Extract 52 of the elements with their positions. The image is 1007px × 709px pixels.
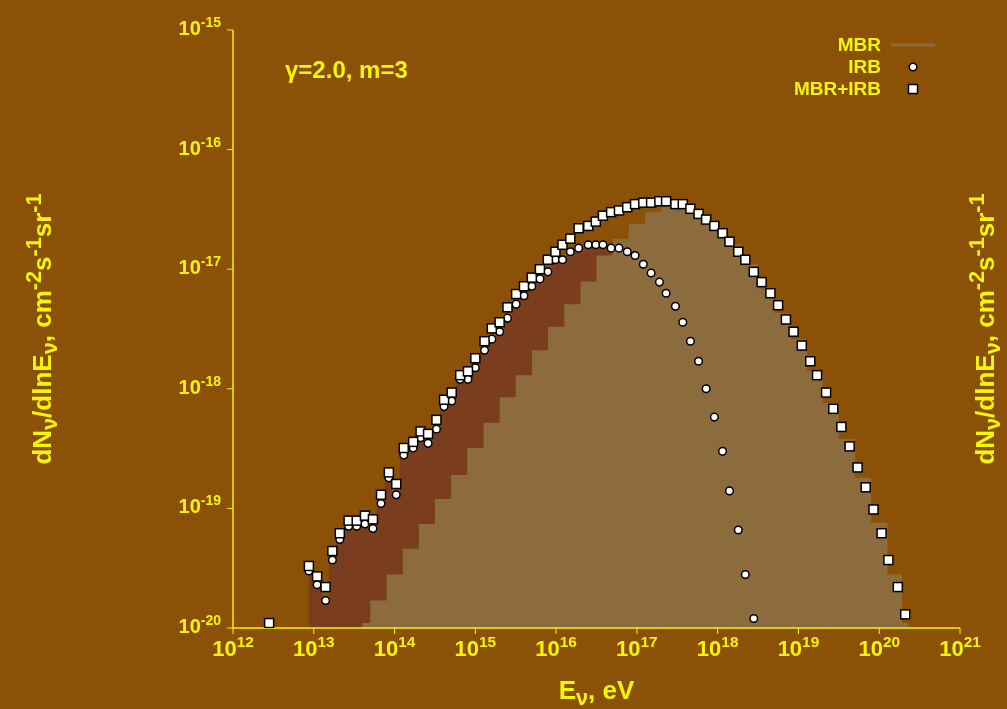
point: [630, 251, 640, 261]
point: [701, 384, 711, 394]
point: [614, 243, 624, 253]
y-tick-label: 10$^{-16}$: [178, 134, 222, 159]
x-tick-label: 10$^{15}$: [454, 633, 497, 661]
point: [740, 569, 750, 580]
point: [718, 446, 728, 456]
point: [598, 240, 608, 250]
point: [749, 613, 759, 624]
point: [622, 247, 632, 257]
point: [391, 490, 401, 500]
point: [638, 259, 648, 269]
x-tick-label: 10$^{14}$: [373, 633, 416, 661]
point: [583, 240, 593, 250]
point: [511, 299, 521, 309]
point: [565, 247, 575, 257]
legend-label: MBR+IRB: [793, 78, 881, 100]
x-tick-label: 10$^{21}$: [939, 633, 982, 661]
point: [670, 301, 680, 311]
legend-label: MBR: [836, 34, 881, 56]
y-tick-label: 10$^{-17}$: [178, 253, 222, 279]
point: [685, 336, 695, 346]
point: [479, 345, 490, 355]
point: [327, 555, 337, 565]
x-tick-label: 10$^{18}$: [696, 633, 739, 661]
point: [574, 243, 584, 253]
point: [678, 317, 688, 327]
y-tick-label: 10$^{-18}$: [178, 373, 222, 399]
point: [661, 288, 671, 298]
x-tick-label: 10$^{16}$: [535, 633, 577, 661]
y-tick-label: 10$^{-15}$: [178, 14, 222, 40]
y-tick-label: 10$^{-19}$: [178, 492, 222, 518]
x-tick-label: 10$^{13}$: [292, 633, 335, 661]
point: [557, 255, 568, 265]
legend-label: IRB: [847, 56, 881, 78]
point: [646, 268, 656, 278]
x-tick-label: 10$^{17}$: [616, 633, 658, 661]
point: [709, 412, 719, 422]
annotation: γ=2.0, m=3: [285, 56, 408, 84]
point: [694, 356, 704, 366]
x-tick-label: 10$^{20}$: [858, 633, 901, 661]
x-axis-title: E$_{ν}$, eV: [558, 675, 635, 709]
point: [733, 525, 743, 535]
point: [431, 424, 441, 434]
point: [606, 243, 616, 253]
point: [423, 438, 433, 448]
point: [321, 595, 331, 605]
point: [724, 486, 735, 496]
x-tick-label: 10$^{19}$: [777, 633, 820, 661]
point: [654, 277, 664, 287]
point: [368, 523, 378, 533]
point: [591, 240, 601, 250]
